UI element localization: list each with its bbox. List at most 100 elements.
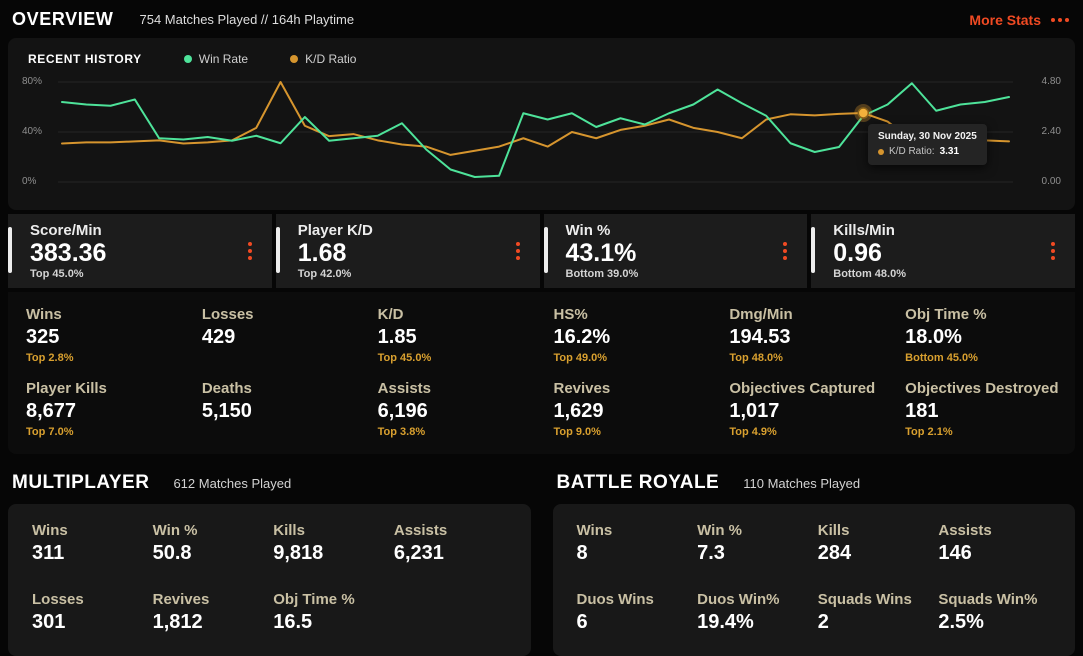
stat-cell-dmg-min: Dmg/Min 194.53 Top 48.0% bbox=[721, 306, 891, 364]
tile-label: Win % bbox=[565, 222, 611, 239]
stat-value: 429 bbox=[201, 326, 236, 348]
stat-value: 1,629 bbox=[553, 400, 604, 422]
tile-rank: Bottom 39.0% bbox=[565, 268, 639, 280]
stat-value: 194.53 bbox=[729, 326, 791, 348]
stat-value: 146 bbox=[938, 542, 972, 564]
stat-label: Losses bbox=[32, 591, 84, 608]
stat-label: Squads Win% bbox=[938, 591, 1038, 608]
tile-menu-button[interactable] bbox=[1047, 236, 1059, 266]
stat-label: Duos Win% bbox=[697, 591, 780, 608]
mp-losses: Losses 301 bbox=[32, 591, 145, 634]
tooltip-kd-dot-icon bbox=[878, 148, 884, 155]
legend-win-rate[interactable]: Win Rate bbox=[183, 52, 249, 66]
br-duos-wins: Duos Wins 6 bbox=[577, 591, 690, 634]
stat-value: 2 bbox=[817, 611, 829, 633]
stat-rank: Top 9.0% bbox=[553, 426, 601, 438]
stat-label: Revives bbox=[553, 380, 611, 397]
mp-kills: Kills 9,818 bbox=[273, 522, 386, 565]
tile-win-percent: Win % 43.1% Bottom 39.0% bbox=[543, 214, 808, 288]
stat-label: HS% bbox=[553, 306, 588, 323]
stat-cell-obj-time: Obj Time % 18.0% Bottom 45.0% bbox=[897, 306, 1067, 364]
mp-win-percent: Win % 50.8 bbox=[153, 522, 266, 565]
tile-value: 43.1% bbox=[565, 239, 637, 267]
stat-label: Assists bbox=[938, 522, 992, 539]
legend-kd-ratio[interactable]: K/D Ratio bbox=[290, 52, 356, 66]
stat-rank: Top 3.8% bbox=[377, 426, 426, 438]
stat-label: Losses bbox=[201, 306, 254, 323]
history-chart[interactable]: 80% 40% 0% 4.80 2.40 0.00 Sunday, 30 Nov… bbox=[22, 74, 1061, 196]
stat-label: Assists bbox=[393, 522, 448, 539]
tile-rank: Top 45.0% bbox=[30, 268, 84, 280]
stat-value: 2.5% bbox=[938, 611, 984, 633]
stat-value: 50.8 bbox=[152, 542, 192, 564]
stat-value: 5,150 bbox=[201, 400, 252, 422]
page-header: OVERVIEW 754 Matches Played // 164h Play… bbox=[0, 0, 1083, 38]
history-chart-canvas[interactable] bbox=[58, 74, 1013, 192]
stat-rank: Top 7.0% bbox=[26, 426, 74, 438]
stat-value: 6,231 bbox=[393, 542, 444, 564]
mp-assists: Assists 6,231 bbox=[394, 522, 507, 565]
stat-rank: Top 4.9% bbox=[729, 426, 777, 438]
kd-ratio-dot-icon bbox=[290, 55, 299, 63]
tile-body: Win % 43.1% Bottom 39.0% bbox=[566, 222, 639, 280]
tile-menu-button[interactable] bbox=[512, 236, 524, 266]
stat-rank: Top 48.0% bbox=[729, 352, 783, 364]
mp-revives: Revives 1,812 bbox=[153, 591, 266, 634]
tile-menu-button[interactable] bbox=[779, 236, 791, 266]
stat-label: Obj Time % bbox=[905, 306, 987, 323]
br-assists: Assists 146 bbox=[938, 522, 1051, 565]
more-stats-link[interactable]: More Stats bbox=[969, 12, 1069, 28]
recent-history-panel: RECENT HISTORY Win Rate K/D Ratio 80% 40… bbox=[8, 38, 1075, 210]
stat-label: Dmg/Min bbox=[729, 306, 793, 323]
stat-value: 8,677 bbox=[26, 400, 77, 422]
tile-body: Player K/D 1.68 Top 42.0% bbox=[298, 222, 373, 280]
br-win-percent: Win % 7.3 bbox=[697, 522, 810, 565]
stat-label: Revives bbox=[152, 591, 210, 608]
stat-cell-deaths: Deaths 5,150 bbox=[194, 380, 364, 438]
stat-label: Kills bbox=[273, 522, 305, 539]
stat-label: Player Kills bbox=[26, 380, 107, 397]
y-right-tick-240: 2.40 bbox=[1041, 126, 1061, 137]
tile-label: Player K/D bbox=[297, 222, 373, 239]
stat-value: 325 bbox=[26, 326, 60, 348]
stat-label: Objectives Destroyed bbox=[905, 380, 1059, 397]
tile-accent-bar bbox=[543, 227, 548, 273]
mp-obj-time: Obj Time % 16.5 bbox=[273, 591, 386, 634]
tile-label: Score/Min bbox=[30, 222, 102, 239]
stat-label: Wins bbox=[32, 522, 68, 539]
tile-rank: Bottom 48.0% bbox=[833, 268, 906, 280]
highlight-tiles-row: Score/Min 383.36 Top 45.0% Player K/D 1.… bbox=[8, 214, 1075, 288]
more-stats-dots-icon bbox=[1051, 17, 1069, 22]
battle-royale-card: Wins 8 Win % 7.3 Kills 284 Assists 146 D… bbox=[552, 504, 1075, 656]
stat-label: Win % bbox=[152, 522, 198, 539]
bottom-sections: MULTIPLAYER 612 Matches Played Wins 311 … bbox=[8, 464, 1075, 656]
overview-stats-grid: Wins 325 Top 2.8% Losses 429 K/D 1.85 To… bbox=[8, 292, 1075, 454]
multiplayer-header: MULTIPLAYER 612 Matches Played bbox=[8, 464, 531, 504]
stat-rank bbox=[202, 352, 364, 364]
stat-cell-player-kills: Player Kills 8,677 Top 7.0% bbox=[18, 380, 188, 438]
stat-rank: Bottom 45.0% bbox=[905, 352, 978, 364]
tile-kills-min: Kills/Min 0.96 Bottom 48.0% bbox=[811, 214, 1075, 288]
stat-rank: Top 2.1% bbox=[905, 426, 953, 438]
more-stats-label: More Stats bbox=[969, 11, 1041, 28]
stat-value: 9,818 bbox=[273, 542, 324, 564]
battle-royale-header: BATTLE ROYALE 110 Matches Played bbox=[553, 464, 1076, 504]
br-squads-win-percent: Squads Win% 2.5% bbox=[938, 591, 1051, 634]
y-left-tick-80: 80% bbox=[22, 76, 43, 87]
stat-cell-revives: Revives 1,629 Top 9.0% bbox=[545, 380, 715, 438]
tile-menu-button[interactable] bbox=[244, 236, 256, 266]
stat-label: Wins bbox=[576, 522, 613, 539]
stat-value: 18.0% bbox=[905, 326, 962, 348]
stat-rank: Top 49.0% bbox=[553, 352, 608, 364]
stat-value: 8 bbox=[576, 542, 588, 564]
stat-cell-hs-percent: HS% 16.2% Top 49.0% bbox=[545, 306, 715, 364]
stat-label: Kills bbox=[817, 522, 850, 539]
y-left-tick-40: 40% bbox=[22, 126, 43, 137]
stat-label: K/D bbox=[377, 306, 404, 323]
stat-value: 1,812 bbox=[152, 611, 203, 633]
legend-win-rate-label: Win Rate bbox=[198, 52, 249, 66]
stat-cell-objectives-destroyed: Objectives Destroyed 181 Top 2.1% bbox=[897, 380, 1067, 438]
stat-value: 6,196 bbox=[377, 400, 428, 422]
tile-accent-bar bbox=[275, 227, 280, 273]
br-wins: Wins 8 bbox=[577, 522, 690, 565]
